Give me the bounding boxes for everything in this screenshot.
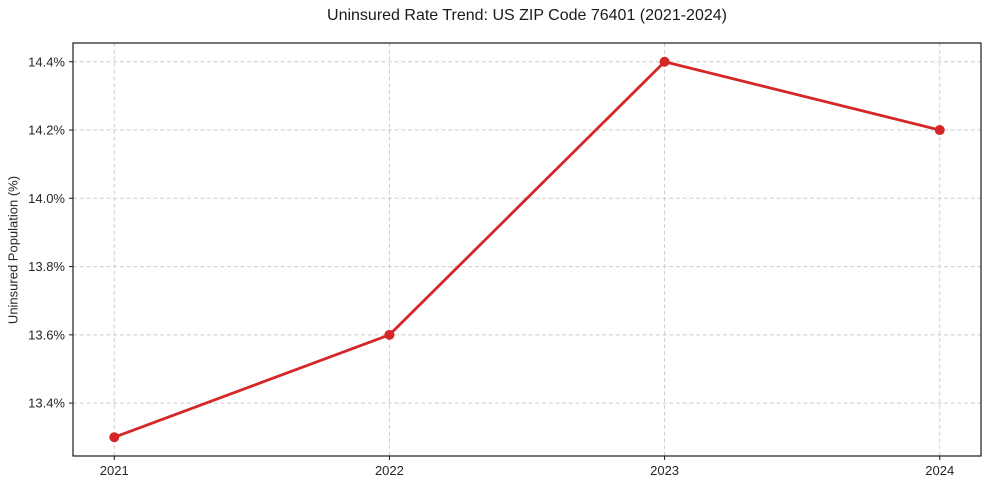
x-tick-label: 2021 <box>100 463 129 478</box>
x-tick-label: 2022 <box>375 463 404 478</box>
trend-line <box>112 60 942 439</box>
y-tick-label: 13.6% <box>28 327 65 342</box>
x-tick-label: 2024 <box>925 463 954 478</box>
data-point-marker-2022 <box>384 329 395 340</box>
y-tick-label: 14.4% <box>28 54 65 69</box>
data-point-marker-2023 <box>659 56 670 67</box>
y-tick-label: 13.8% <box>28 259 65 274</box>
data-point-marker-2024 <box>934 125 945 136</box>
data-point-marker-2021 <box>109 432 120 443</box>
x-tick-label: 2023 <box>650 463 679 478</box>
plot-border <box>72 42 982 457</box>
chart-title: Uninsured Rate Trend: US ZIP Code 76401 … <box>327 7 727 24</box>
y-tick-label: 14.0% <box>28 191 65 206</box>
y-tick-label: 14.2% <box>28 123 65 138</box>
y-tick-label: 13.4% <box>28 396 65 411</box>
